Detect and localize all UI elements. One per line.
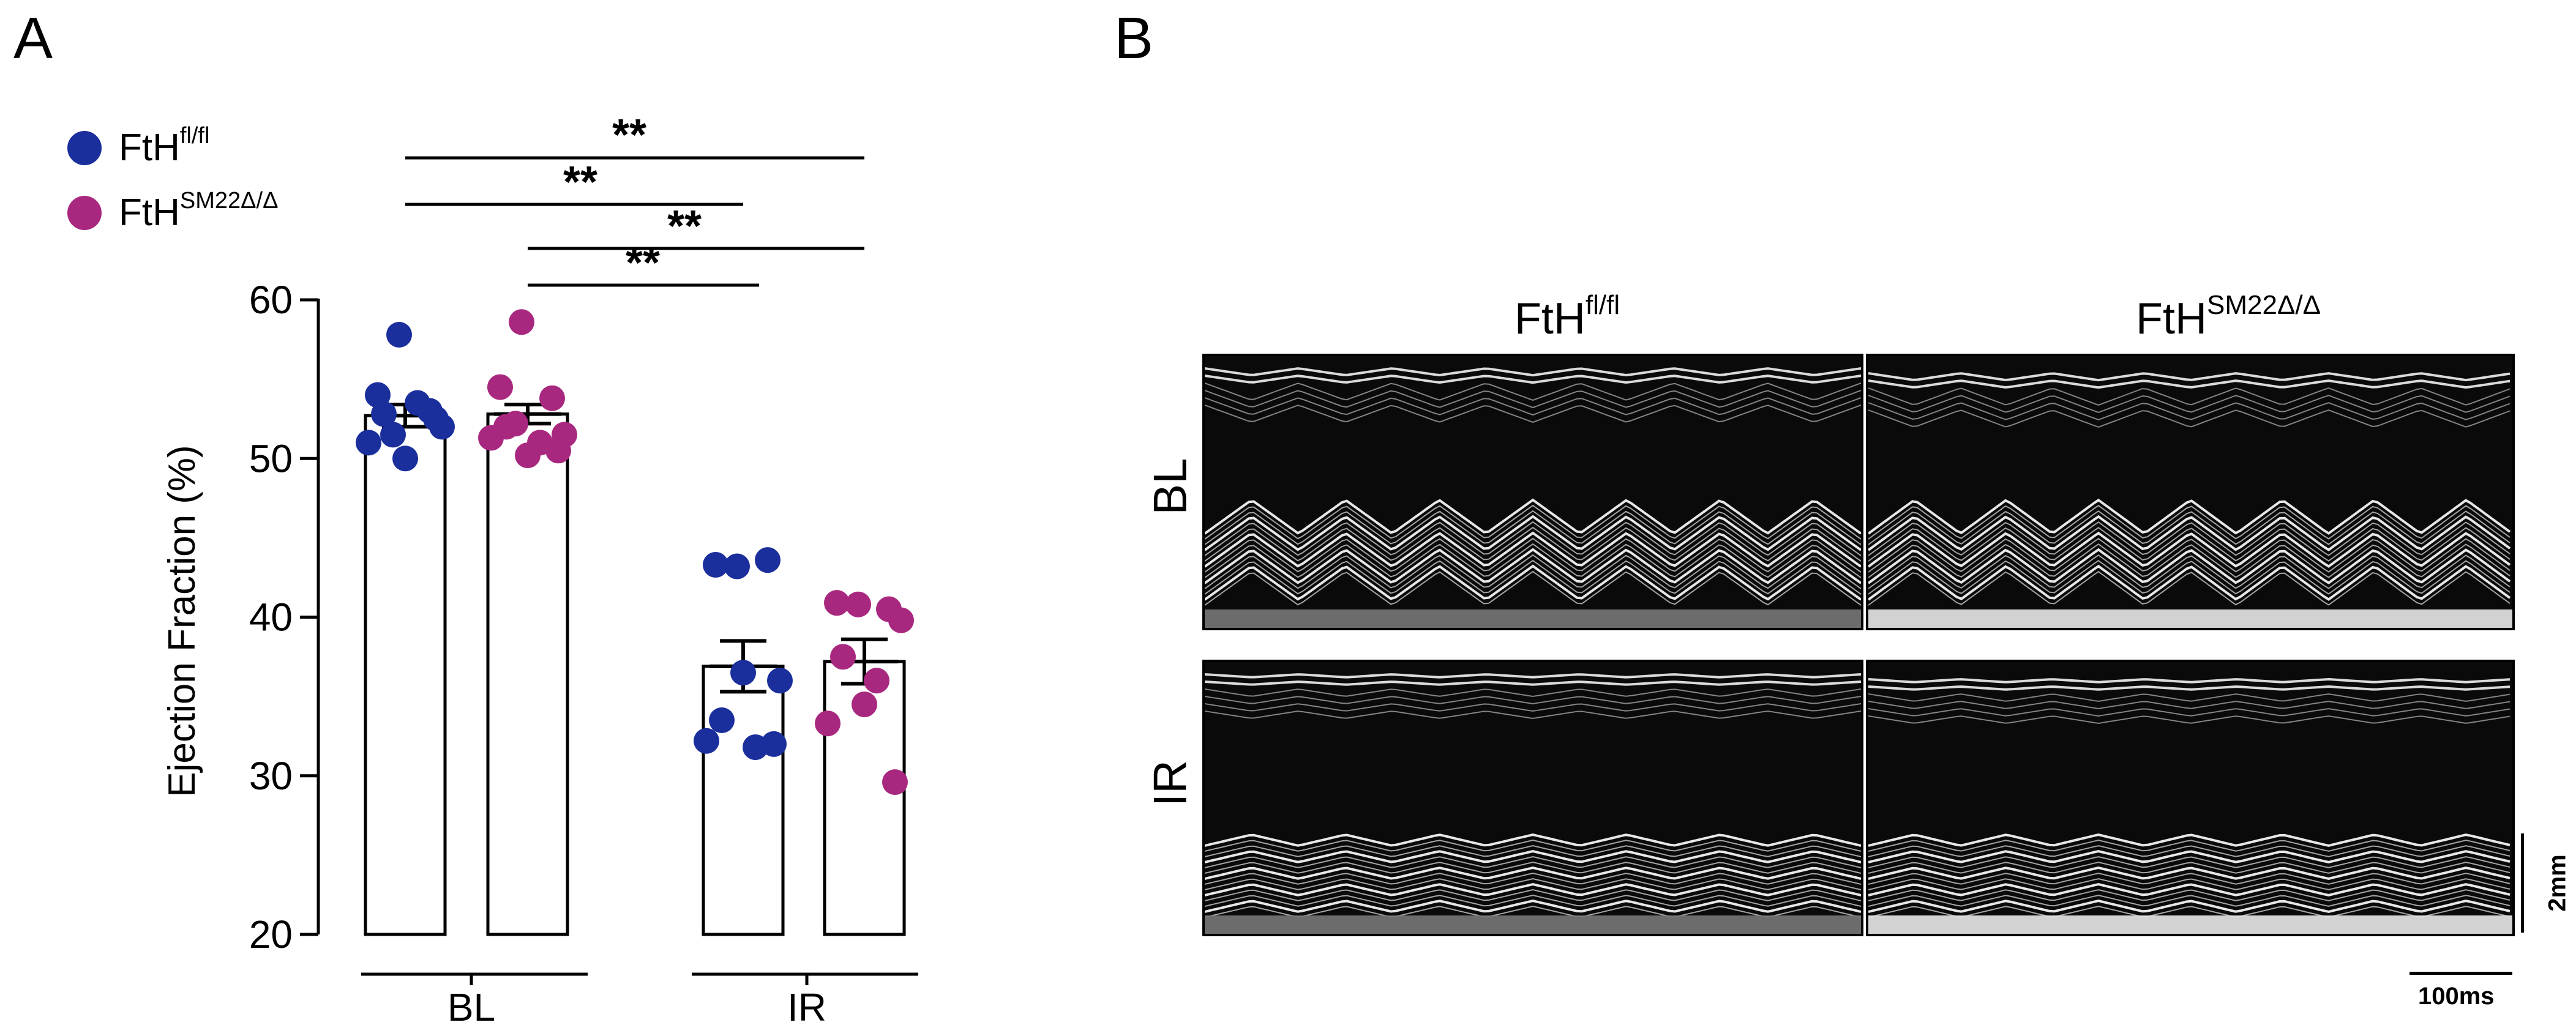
bar (364, 414, 447, 936)
echo-image-bl-flfl (1202, 354, 1863, 630)
scale-label-vertical: 2mm (2544, 854, 2571, 912)
legend-label-sm22: FtHSM22Δ/Δ (119, 188, 279, 234)
significance-label: ** (667, 202, 702, 251)
legend-marker-sm22 (67, 195, 102, 230)
data-point (405, 390, 430, 416)
echo-row-label-bl: BL (1144, 458, 1197, 515)
data-point (852, 691, 877, 718)
data-point (515, 442, 541, 469)
significance-label: ** (626, 239, 660, 288)
data-point (380, 422, 406, 448)
data-point (356, 430, 381, 456)
data-point (539, 385, 565, 411)
significance-label: ** (612, 111, 646, 160)
data-point (730, 660, 756, 686)
y-tick-label: 60 (249, 278, 293, 322)
data-point (487, 374, 513, 400)
data-point (755, 547, 781, 573)
legend-label-flfl: FtHfl/fl (119, 123, 210, 169)
scale-bar-horizontal (2409, 972, 2512, 975)
data-point (371, 401, 397, 427)
y-tick-label: 20 (249, 912, 293, 956)
data-point (767, 668, 793, 694)
data-point (545, 438, 571, 464)
echo-column-title-flfl: FtHfl/fl (1514, 290, 1620, 344)
data-point (694, 728, 719, 754)
bar (702, 665, 785, 936)
scale-bar-vertical (2521, 833, 2524, 933)
y-tick-label: 30 (249, 754, 293, 798)
data-point (386, 322, 412, 348)
panel-b-label: B (1114, 6, 1154, 71)
data-point (392, 445, 418, 472)
data-point (703, 551, 728, 578)
y-axis-label: Ejection Fraction (%) (161, 445, 203, 797)
data-point (815, 710, 841, 737)
scale-label-horizontal: 100ms (2418, 983, 2495, 1010)
data-point (830, 644, 856, 670)
x-group-label-bl: BL (447, 985, 495, 1029)
data-point (888, 607, 914, 633)
data-point (824, 590, 850, 616)
legend-item-sm22: FtHSM22Δ/Δ (67, 188, 279, 234)
legend-marker-flfl (67, 130, 102, 165)
echo-image-ir-flfl (1202, 660, 1863, 936)
y-tick-label: 50 (249, 436, 293, 480)
y-tick-label: 40 (249, 595, 293, 639)
significance-label: ** (563, 158, 597, 207)
echo-image-bl-sm22 (1866, 354, 2515, 630)
bar (486, 412, 569, 936)
echo-column-title-sm22: FtHSM22Δ/Δ (2136, 290, 2321, 344)
data-point (882, 769, 908, 796)
legend-item-flfl: FtHfl/fl (67, 123, 210, 170)
data-point (864, 668, 889, 694)
echo-image-ir-sm22 (1866, 660, 2515, 936)
data-point (509, 309, 534, 335)
data-point (423, 406, 449, 432)
data-point (709, 707, 735, 734)
data-point (478, 425, 504, 451)
x-group-label-ir: IR (787, 985, 826, 1029)
echo-row-label-ir: IR (1144, 760, 1197, 807)
data-point (845, 591, 871, 617)
data-point (503, 411, 528, 437)
data-point (724, 553, 750, 579)
data-point (761, 731, 787, 757)
panel-a-label: A (13, 6, 53, 71)
